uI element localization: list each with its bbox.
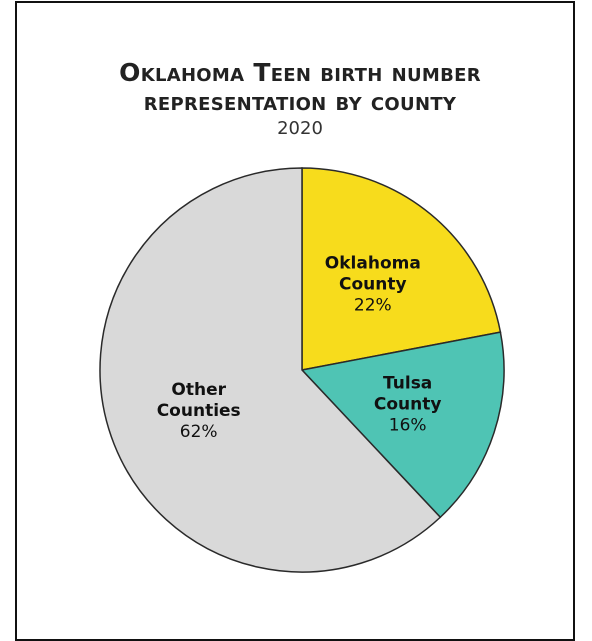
page: Oklahoma Teen birth number representatio… (15, 1, 575, 641)
slice-label: Oklahoma County (325, 253, 421, 294)
pie-slice (99, 167, 442, 573)
slice-value-label: 22% (354, 295, 392, 315)
pie-slice (300, 331, 505, 519)
slice-value-label: 16% (389, 415, 427, 435)
slice-label: Tulsa County (374, 373, 442, 414)
slice-value-label: 62% (180, 422, 218, 442)
chart-title: Oklahoma Teen birth number representatio… (119, 58, 481, 116)
chart-subtitle: 2020 (277, 118, 323, 139)
pie-slice (301, 167, 502, 371)
slice-label: Other Counties (157, 380, 241, 421)
